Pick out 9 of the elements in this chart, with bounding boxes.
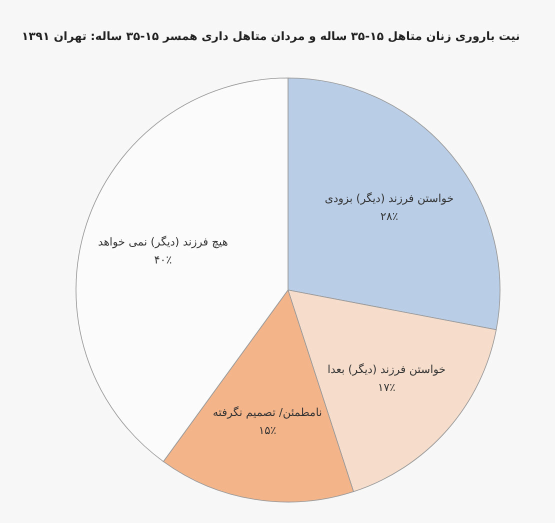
slice-label: خواستن فرزند (دیگر) بعدا bbox=[327, 362, 446, 376]
data-label: ۲۸٪ bbox=[380, 210, 398, 224]
slice-label: هیچ فرزند (دیگر) نمی خواهد bbox=[98, 235, 228, 248]
data-label: ۱۷٪ bbox=[378, 380, 396, 394]
slice-label: خواستن فرزند (دیگر) بزودی bbox=[324, 192, 454, 206]
chart-title: نیت باروری زنان متاهل ۱۵-۳۵ ساله و مردان متاهل داری همسر ۱۵-۳۵ ساله: تهران ۱۳۹۱ bbox=[22, 29, 520, 43]
data-label: ۱۵٪ bbox=[258, 424, 276, 437]
data-label: ۴۰٪ bbox=[154, 253, 172, 266]
slice-label: نامطمئن/ تصمیم نگرفته bbox=[212, 406, 322, 419]
